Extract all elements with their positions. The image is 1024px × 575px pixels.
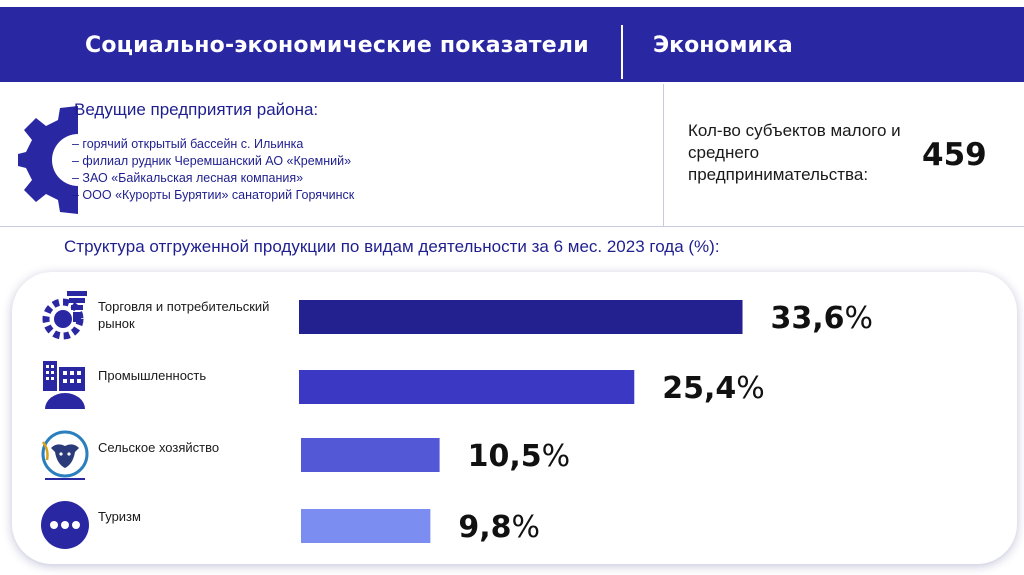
enterprises-list: – горячий открытый бассейн с. Ильинка – … xyxy=(72,136,354,204)
section-title: Экономика xyxy=(653,33,793,58)
gear-icon xyxy=(18,106,78,214)
list-item: – ЗАО «Байкальская лесная компания» xyxy=(72,171,304,185)
value-label-0: 33,6% xyxy=(771,301,874,336)
category-label-trade: Торговля и потребительский рынок xyxy=(98,299,270,331)
bar-3 xyxy=(301,509,431,543)
list-item: – ООО «Курорты Бурятии» санаторий Горячи… xyxy=(72,188,355,202)
header-divider xyxy=(621,25,623,79)
bar-1 xyxy=(299,370,635,404)
value-label-3: 9,8% xyxy=(458,510,540,545)
chart-title: Структура отгруженной продукции по видам… xyxy=(64,237,720,256)
cow-icon xyxy=(41,430,89,480)
gear-trade-icon xyxy=(42,291,87,340)
bar-0 xyxy=(299,300,743,334)
header-bar: Социально-экономические показатели Эконо… xyxy=(0,7,1024,82)
bar-2 xyxy=(301,438,440,472)
category-label-industry: Промышленность xyxy=(98,368,207,383)
value-label-2: 10,5% xyxy=(468,439,571,474)
category-label-agriculture: Сельское хозяйство xyxy=(98,440,220,455)
info-divider-vertical xyxy=(663,84,664,226)
page-title: Социально-экономические показатели xyxy=(85,33,589,58)
sme-label: Кол-во субъектов малого и среднего предп… xyxy=(688,121,901,184)
list-item: – филиал рудник Черемшанский АО «Кремний… xyxy=(72,154,352,168)
sme-value: 459 xyxy=(922,137,987,173)
dots-circle-icon xyxy=(41,501,89,549)
value-label-1: 25,4% xyxy=(662,371,765,406)
factory-icon xyxy=(43,361,85,409)
enterprises-title: Ведущие предприятия района: xyxy=(74,100,319,119)
info-divider-horizontal xyxy=(0,226,1024,227)
list-item: – горячий открытый бассейн с. Ильинка xyxy=(72,137,304,151)
category-label-tourism: Туризм xyxy=(98,509,141,524)
